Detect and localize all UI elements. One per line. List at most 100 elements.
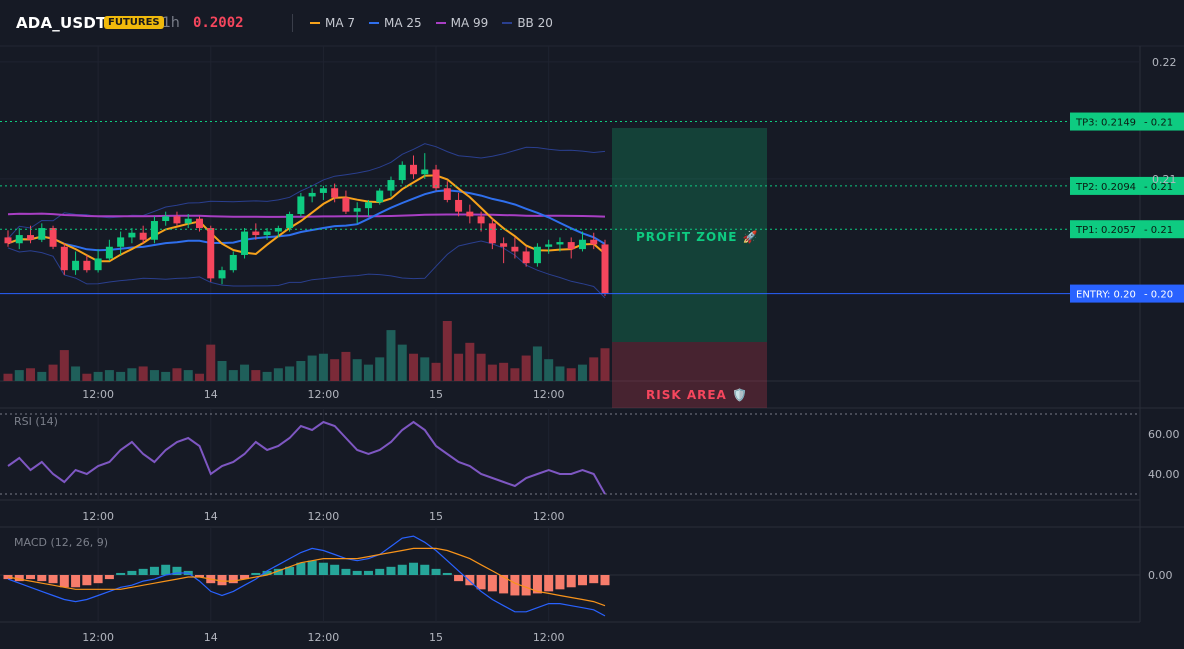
macd-histogram-bar — [566, 575, 576, 588]
volume-bar — [307, 355, 317, 381]
macd-histogram-bar — [409, 562, 419, 575]
volume-bar — [71, 366, 81, 381]
candle-body — [83, 260, 91, 271]
volume-bar — [59, 350, 69, 381]
time-tick-label: 15 — [429, 388, 443, 401]
legend-ma7[interactable]: MA 7 — [310, 16, 355, 30]
header-divider — [292, 14, 293, 32]
macd-histogram-bar — [465, 575, 475, 586]
macd-histogram-bar — [127, 570, 137, 575]
legend-ma25-label: MA 25 — [384, 16, 422, 30]
macd-histogram-bar — [138, 568, 148, 575]
profit-zone-label: PROFIT ZONE 🚀 — [636, 230, 759, 244]
time-tick-label: 12:00 — [533, 631, 565, 644]
time-axis[interactable]: 12:00 14 12:00 15 12:00 12:00 14 12:00 15 12:00 12… — [82, 388, 564, 644]
volume-bar — [465, 342, 475, 381]
legend-ma99[interactable]: MA 99 — [435, 16, 488, 30]
entry-tag-label: ENTRY: 0.2002 — [1076, 290, 1149, 301]
legend-ma7-label: MA 7 — [325, 16, 356, 30]
candle-body — [511, 246, 519, 252]
macd-histogram-bar — [71, 575, 81, 588]
last-price: 0.2002 — [193, 15, 244, 31]
grid-lines — [0, 46, 1140, 622]
candle-body — [218, 270, 226, 279]
candle-body — [38, 228, 46, 240]
macd-histogram-bar — [397, 564, 407, 575]
candle-body — [545, 244, 553, 247]
volume-bar — [82, 373, 92, 381]
macd-histogram-bar — [544, 575, 554, 592]
candle-body — [319, 188, 327, 193]
macd-histogram-bar — [487, 575, 497, 592]
tp3-tag — [1070, 112, 1136, 131]
volume-bar — [296, 361, 306, 381]
volume-bar — [409, 353, 419, 381]
volume-bar — [341, 351, 351, 381]
candle-body — [421, 169, 429, 175]
macd-histogram-bar — [285, 566, 295, 575]
macd-histogram-bar — [251, 572, 261, 575]
time-tick-label: 12:00 — [308, 510, 340, 523]
volume-bar — [386, 330, 396, 381]
volume-bar — [363, 364, 373, 381]
candle-body — [353, 208, 361, 212]
volume-bar — [499, 362, 509, 381]
interval-selector[interactable]: 1h — [162, 15, 180, 31]
legend-bb20-label: BB 20 — [517, 16, 553, 30]
chart-header: ADA_USDT FUTURES 1h 0.2002 MA 7 MA 25 MA… — [0, 0, 1184, 46]
bollinger-bands — [7, 143, 606, 299]
candle-body — [455, 199, 463, 212]
candle-body — [387, 180, 395, 191]
macd-line — [7, 535, 606, 617]
tp3-axis-label: - 0.21 — [1144, 118, 1173, 129]
signal-line — [7, 547, 606, 607]
volume-bar — [161, 371, 171, 381]
volume-bar — [138, 366, 148, 381]
candle-body — [533, 246, 541, 264]
volume-bar — [397, 344, 407, 381]
entry-axis-label: - 0.20 — [1144, 290, 1173, 301]
macd-histogram-bar — [194, 575, 204, 578]
legend-ma25[interactable]: MA 25 — [369, 16, 422, 30]
rsi-title: RSI (14) — [14, 415, 58, 428]
bb20-swatch-icon — [502, 22, 513, 24]
candle-body — [105, 246, 113, 259]
time-tick-label: 12:00 — [82, 631, 114, 644]
candle-body — [184, 218, 192, 224]
risk-zone — [612, 342, 767, 408]
volume-bar — [104, 370, 114, 381]
candle-body — [286, 214, 294, 229]
legend-bb20[interactable]: BB 20 — [502, 16, 553, 30]
entry-axis-tag — [1136, 284, 1184, 303]
macd-histogram-bar — [172, 566, 182, 575]
price-axis[interactable]: 0.22 0.21 — [1152, 56, 1177, 186]
macd-histogram-bar — [363, 570, 373, 575]
volume-bar — [454, 353, 464, 381]
volume-bar — [48, 364, 58, 381]
tp2-axis-label: - 0.21 — [1144, 182, 1173, 193]
candle-body — [432, 169, 440, 189]
volume-bar — [251, 370, 261, 381]
macd-pane[interactable]: MACD (12, 26, 9) 0.00 — [0, 535, 1173, 617]
candle-body — [488, 223, 496, 244]
time-tick-label: 14 — [204, 388, 218, 401]
volume-bar — [3, 373, 13, 381]
symbol-name[interactable]: ADA_USDT — [16, 14, 107, 32]
time-tick-label: 12:00 — [82, 510, 114, 523]
ma25-swatch-icon — [369, 22, 380, 24]
candle-body — [207, 228, 215, 279]
candle-body — [398, 164, 406, 181]
macd-histogram-bar — [442, 572, 452, 575]
macd-tick-label: 0.00 — [1148, 569, 1173, 582]
rsi-pane[interactable]: RSI (14) 60.00 40.00 — [0, 413, 1180, 495]
pane-frame — [0, 45, 1184, 623]
candle-body — [117, 237, 125, 247]
macd-histogram-bar — [431, 568, 441, 575]
tp2-tag-label: TP2: 0.2094 — [1075, 182, 1136, 193]
volume-bar — [149, 370, 159, 381]
candle-body — [4, 237, 12, 244]
candle-body — [195, 218, 203, 229]
volume-bar — [532, 346, 542, 381]
macd-histogram-bar — [217, 575, 227, 586]
